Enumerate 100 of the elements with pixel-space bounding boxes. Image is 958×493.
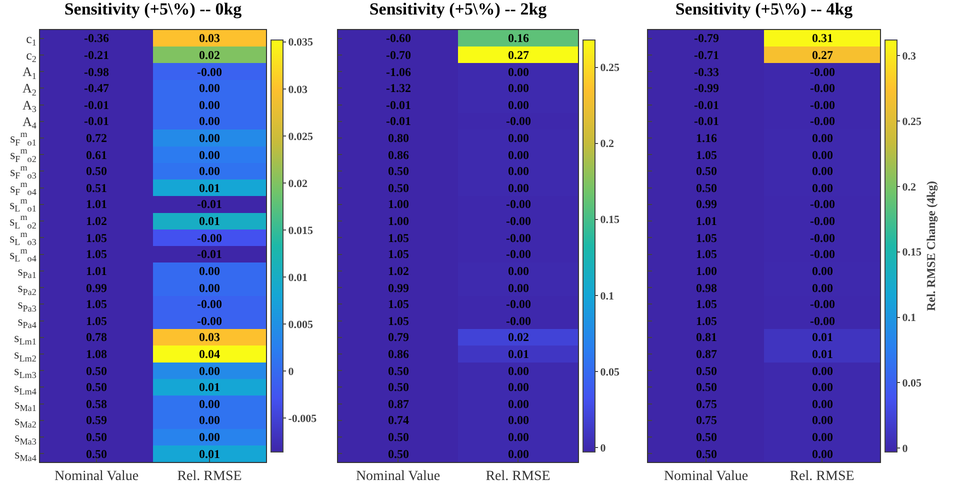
text: 0.99 bbox=[696, 197, 717, 211]
data-label: 0.00 bbox=[508, 81, 529, 95]
text: -0.01 bbox=[694, 98, 719, 112]
data-label: 0.01 bbox=[199, 447, 220, 461]
text: -0.01 bbox=[386, 98, 411, 112]
y-tick-label: s$_{Ma3}$ bbox=[14, 430, 37, 446]
text: 1.00 bbox=[388, 197, 409, 211]
text: 1.05 bbox=[696, 314, 717, 328]
text: 0.81 bbox=[696, 330, 717, 344]
data-label: -0.00 bbox=[506, 247, 531, 261]
data-label: 0.01 bbox=[199, 380, 220, 394]
data-label: 0.04 bbox=[199, 347, 220, 361]
color-bar-label: 0 bbox=[600, 442, 606, 454]
data-label: 0.00 bbox=[508, 413, 529, 427]
text: 1.05 bbox=[696, 148, 717, 162]
text: 1.05 bbox=[86, 314, 107, 328]
data-label: 0.00 bbox=[199, 98, 220, 112]
chart-title: Sensitivity (+5\%) -- 0kg bbox=[64, 0, 242, 18]
y-tick-label: s$_{Pa2}$ bbox=[18, 280, 37, 297]
x-tick-label: Nominal Value bbox=[664, 468, 748, 484]
text: -0.01 bbox=[694, 114, 719, 128]
data-label: 0.01 bbox=[199, 181, 220, 195]
text: -0.21 bbox=[84, 48, 109, 62]
text: 1.01 bbox=[86, 264, 107, 278]
color-bar-label: 0.25 bbox=[600, 62, 620, 74]
data-label: 0.00 bbox=[199, 148, 220, 162]
text: 0.50 bbox=[696, 364, 717, 378]
text: 0.50 bbox=[696, 430, 717, 444]
color-bar-label: 0.2 bbox=[902, 181, 916, 194]
text: 0.50 bbox=[696, 181, 717, 195]
data-label: 0.00 bbox=[508, 397, 529, 411]
y-tick-label: s$_{Lm3}$ bbox=[14, 363, 37, 380]
data-label: 0.00 bbox=[508, 181, 529, 195]
text: 1.02 bbox=[86, 214, 107, 228]
y-tick-label: c$_{1}$ bbox=[26, 30, 36, 48]
text: 1.02 bbox=[388, 264, 409, 278]
data-label: 0.31 bbox=[812, 31, 833, 45]
data-label: -0.00 bbox=[810, 65, 835, 79]
text: 0.50 bbox=[388, 447, 409, 461]
text: 0.50 bbox=[86, 380, 107, 394]
text: -0.01 bbox=[84, 98, 109, 112]
data-label: 0.00 bbox=[812, 413, 833, 427]
color-bar-label: 0.2 bbox=[600, 138, 614, 150]
text: 1.05 bbox=[388, 231, 409, 245]
x-tick-label: Rel. RMSE bbox=[486, 468, 550, 484]
data-label: 0.00 bbox=[508, 264, 529, 278]
data-label: 0.00 bbox=[812, 148, 833, 162]
data-label: -0.00 bbox=[810, 114, 835, 128]
data-label: 0.00 bbox=[508, 447, 529, 461]
data-label: -0.00 bbox=[506, 314, 531, 328]
color-bar-label: 0.05 bbox=[902, 378, 922, 390]
data-label: -0.00 bbox=[506, 297, 531, 311]
y-tick-label: s$_{Ma4}$ bbox=[14, 446, 37, 463]
data-label: -0.00 bbox=[810, 297, 835, 311]
text: 1.05 bbox=[86, 297, 107, 311]
y-tick-label: A$_{4}$ bbox=[22, 114, 37, 131]
text: 0.50 bbox=[696, 164, 717, 178]
data-label: 0.01 bbox=[812, 347, 833, 361]
data-label: 0.00 bbox=[199, 81, 220, 95]
y-tick-label: A$_{3}$ bbox=[22, 97, 37, 114]
text: 0.75 bbox=[696, 413, 717, 427]
data-label: 0.00 bbox=[812, 164, 833, 178]
text: 1.16 bbox=[696, 131, 717, 145]
text: 0.59 bbox=[86, 413, 107, 427]
data-label: 0.00 bbox=[508, 148, 529, 162]
color-bar-label: 0.03 bbox=[288, 84, 308, 96]
y-tick-label: s$_{Pa1}$ bbox=[18, 263, 36, 280]
data-label: 0.16 bbox=[508, 31, 529, 45]
text: 0.86 bbox=[388, 347, 409, 361]
text: -1.32 bbox=[386, 81, 411, 95]
y-tick-label: s$_{Ma1}$ bbox=[14, 396, 36, 414]
text: 1.05 bbox=[696, 297, 717, 311]
color-bar-label: 0.1 bbox=[600, 290, 614, 302]
text: -0.36 bbox=[84, 31, 109, 45]
y-tick-label: s$_{Lm4}$ bbox=[14, 380, 37, 397]
y-tick-label: s$_{Pa4}$ bbox=[18, 313, 37, 330]
text: -0.01 bbox=[386, 114, 411, 128]
y-tick-label: s$_{Lm2}$ bbox=[14, 346, 37, 364]
color-bar-label: 0 bbox=[288, 366, 294, 378]
x-tick-label: Rel. RMSE bbox=[177, 468, 242, 484]
text: 1.05 bbox=[696, 247, 717, 261]
text: 1.08 bbox=[86, 347, 107, 361]
x-tick-label: Nominal Value bbox=[54, 468, 139, 484]
color-bar-label: 0.15 bbox=[600, 214, 620, 226]
data-label: -0.00 bbox=[197, 65, 222, 79]
text: 0.87 bbox=[388, 397, 409, 411]
text: -1.06 bbox=[386, 65, 411, 79]
text: 0.87 bbox=[696, 347, 717, 361]
text: 0.86 bbox=[388, 148, 409, 162]
data-label: 0.27 bbox=[812, 48, 833, 62]
text: 1.05 bbox=[86, 231, 107, 245]
data-label: 0.00 bbox=[508, 65, 529, 79]
color-bar-label: 0.035 bbox=[288, 36, 314, 49]
data-label: -0.00 bbox=[506, 197, 531, 211]
text: -0.99 bbox=[694, 81, 719, 95]
data-label: 0.01 bbox=[508, 347, 529, 361]
data-label: 0.00 bbox=[812, 281, 833, 295]
text: 1.05 bbox=[86, 247, 107, 261]
data-label: 0.00 bbox=[508, 281, 529, 295]
text: 0.50 bbox=[86, 430, 107, 444]
